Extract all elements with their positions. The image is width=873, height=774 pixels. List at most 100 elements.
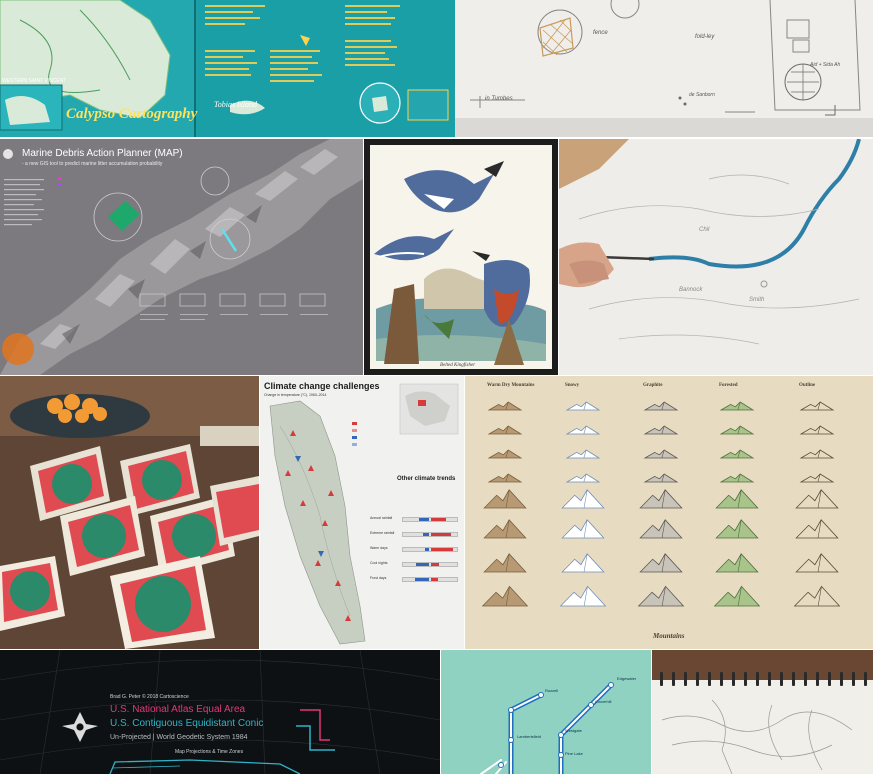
mountain-ridge-line <box>583 425 587 435</box>
mountain-column-header: Outline <box>799 383 816 388</box>
projections-credit: Brad G. Peter © 2018 Cartoscience <box>110 694 189 700</box>
mountain-column-header: Forested <box>719 383 738 388</box>
transit-stop-1: Edgewater <box>617 676 637 681</box>
mountain-symbol <box>715 519 759 539</box>
climate-bar-track <box>402 562 458 567</box>
transit-stop-7: Pine Lake <box>565 751 583 756</box>
mountain-symbol <box>719 473 755 483</box>
sketch-label-3: fold-ley <box>695 34 715 40</box>
projections-line4: Map Projections & Time Zones <box>175 749 244 755</box>
mountain-ridge-line <box>505 553 510 573</box>
climate-bar-row: Cool nights <box>370 559 460 571</box>
mountain-ridge-line <box>817 473 821 483</box>
gallery-tile-calypso[interactable]: Calypso Cartography WESTERN SAINT VINCEN… <box>0 0 455 137</box>
climate-bar-track <box>402 532 458 537</box>
mountain-symbol <box>483 519 527 539</box>
climate-bar-positive <box>431 533 451 536</box>
mountain-ridge-line <box>661 449 665 459</box>
mountain-ridge-line <box>505 449 509 459</box>
mountain-ridge-line <box>505 401 509 411</box>
mountain-symbol <box>799 449 835 459</box>
mountain-ridge-line <box>583 553 588 573</box>
mountain-symbol <box>487 473 523 483</box>
gallery-tile-notebook[interactable] <box>652 650 873 774</box>
mountain-symbol <box>643 449 679 459</box>
kingfisher-illustration <box>364 139 558 375</box>
climate-bar-label: Warm days <box>370 546 388 550</box>
climate-bar-positive <box>431 563 440 566</box>
mountain-ridge-line <box>817 586 822 607</box>
climate-bar-track <box>402 517 458 522</box>
mountain-symbol <box>795 489 839 509</box>
mountain-ridge-line <box>737 449 741 459</box>
mountain-ridge-line <box>661 489 666 509</box>
mountain-ridge-line <box>661 519 666 539</box>
climate-bar-row: Extreme rainfall <box>370 529 460 541</box>
mountain-ridge-line <box>661 553 666 573</box>
mountain-ridge-line <box>737 473 741 483</box>
gallery-tile-cards[interactable] <box>0 376 259 649</box>
sketch-label-1: in Tumbes <box>485 96 513 102</box>
sketch-plan-image <box>455 0 873 137</box>
gallery-tile-projections[interactable]: Brad G. Peter © 2018 Cartoscience U.S. N… <box>0 650 440 774</box>
mountain-ridge-line <box>583 449 587 459</box>
mountain-ridge-line <box>661 586 666 607</box>
climate-side-title: Other climate trends <box>397 476 456 482</box>
mountain-symbol <box>719 401 755 411</box>
mountain-ridge-line <box>817 489 822 509</box>
climate-bar-positive <box>431 548 454 551</box>
gallery-tile-kingfisher[interactable]: Belted Kingfisher <box>364 139 558 375</box>
mountain-symbol <box>643 425 679 435</box>
mountain-symbol <box>483 553 527 573</box>
mountain-ridge-line <box>737 519 742 539</box>
mountain-ridge-line <box>661 401 665 411</box>
mountain-ridge-line <box>737 489 742 509</box>
mountain-ridge-line <box>817 449 821 459</box>
mountain-symbol <box>799 401 835 411</box>
notebook-photo <box>652 650 873 774</box>
mountain-symbol <box>719 449 755 459</box>
climate-bar-label: Cool nights <box>370 561 388 565</box>
mountain-symbol <box>643 401 679 411</box>
mountain-symbol <box>639 489 683 509</box>
climate-bar-negative <box>415 578 429 581</box>
mountain-ridge-line <box>737 401 741 411</box>
climate-bar-positive <box>431 518 447 521</box>
mountain-symbol <box>637 585 685 607</box>
mountain-ridge-line <box>505 519 510 539</box>
marine-debris-subtitle: - a new GIS tool to predict marine litte… <box>22 161 163 167</box>
gallery-tile-sketch-plan[interactable]: in Tumbes fence fold-ley de Sanborn Aid … <box>455 0 873 137</box>
projections-line1: U.S. National Atlas Equal Area <box>110 704 246 715</box>
kingfisher-caption: Belted Kingfisher <box>440 363 476 368</box>
mountain-symbol <box>561 489 605 509</box>
mountain-symbol <box>795 519 839 539</box>
river-label-1: Chil <box>699 227 710 233</box>
mountain-symbol <box>715 489 759 509</box>
climate-bar-negative <box>423 533 429 536</box>
mountain-ridge-line <box>583 586 588 607</box>
mountain-symbol <box>799 425 835 435</box>
climate-poster-image <box>260 376 464 649</box>
gallery-tile-mountains[interactable]: Warm Dry Mountains Snowy Graphite Forested O… <box>465 376 873 649</box>
sketch-label-4: de Sanborn <box>689 92 715 98</box>
calypso-corner-label: WESTERN SAINT VINCENT <box>2 78 67 84</box>
gallery-tile-climate[interactable]: Climate change challenges Change in temp… <box>260 376 464 649</box>
mountain-symbols-image <box>465 376 873 649</box>
climate-bar-track <box>402 577 458 582</box>
gallery-tile-marine-debris[interactable]: Marine Debris Action Planner (MAP) - a n… <box>0 139 363 375</box>
mountain-ridge-line <box>817 519 822 539</box>
river-painting-photo <box>559 139 873 375</box>
mountain-ridge-line <box>583 473 587 483</box>
mountain-symbol <box>565 425 601 435</box>
mountain-symbol <box>487 449 523 459</box>
climate-bar-label: Frost days <box>370 576 387 580</box>
mountain-ridge-line <box>737 425 741 435</box>
mountain-ridge-line <box>661 425 665 435</box>
cards-photo <box>0 376 259 649</box>
mountain-symbol <box>565 473 601 483</box>
mountain-symbol <box>639 519 683 539</box>
sketch-label-6: Aid + Sida Ah <box>810 62 841 68</box>
gallery-tile-transit[interactable]: Edgewater Cloverhill Ruzzell Westgate La… <box>441 650 651 774</box>
gallery-tile-river-painting[interactable]: Chil Smith Bannock <box>559 139 873 375</box>
projections-line3: Un-Projected | World Geodetic System 198… <box>110 734 248 741</box>
